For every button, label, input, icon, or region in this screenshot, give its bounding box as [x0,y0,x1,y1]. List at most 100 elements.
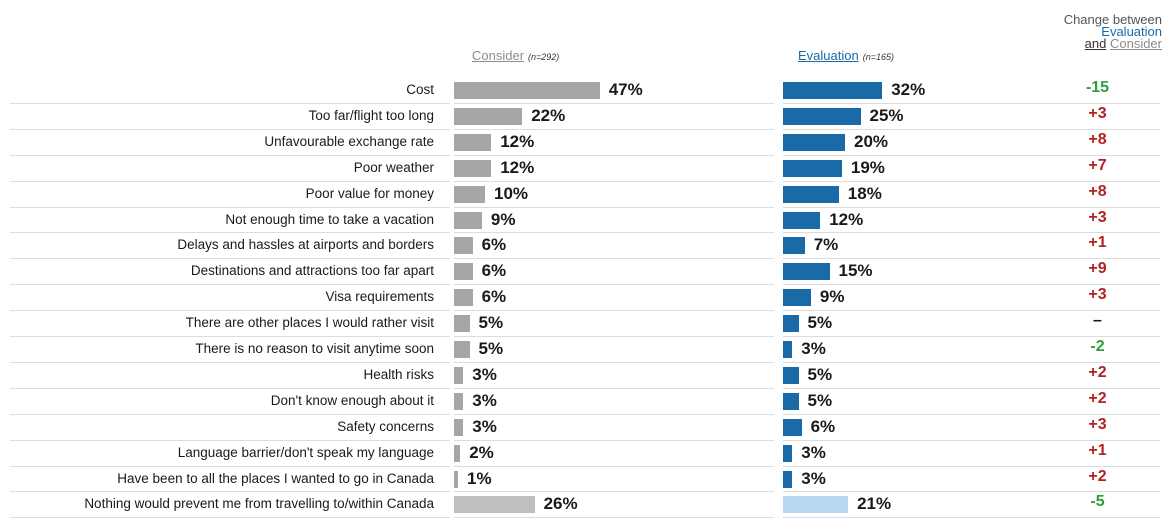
consider-bar [454,418,464,436]
evaluation-bar [783,133,845,151]
evaluation-value: 18% [847,183,882,203]
evaluation-bar [783,237,805,255]
consider-bar [454,444,461,462]
consider-bar [454,107,523,125]
row-divider [10,284,450,286]
row-divider [783,206,1053,208]
category-label: Don't know enough about it [270,392,434,408]
row-divider [454,310,774,312]
row-divider [454,258,774,260]
row-divider [783,258,1053,260]
evaluation-bar [783,341,793,358]
row-divider [783,232,1053,234]
change-value: +2 [1088,363,1107,381]
evaluation-value: 32% [891,80,926,99]
row-divider [1005,154,1160,156]
row-divider [10,336,450,337]
consider-header-label: Consider [472,48,525,63]
row-divider [10,232,450,234]
change-value: -15 [1085,79,1110,96]
consider-bar [454,289,473,307]
change-value: +7 [1088,156,1107,174]
row-divider [10,154,450,156]
change-value: +9 [1088,260,1107,278]
consider-bar [454,159,492,177]
row-divider [783,284,1053,286]
evaluation-bar [783,263,830,281]
row-divider [454,413,774,415]
consider-bar [454,133,492,151]
row-divider [10,180,450,182]
table-row: Have been to all the places I wanted to … [0,467,1167,493]
category-label: Poor weather [353,159,434,175]
row-divider [1005,336,1160,337]
table-row: Safety concerns 3% 6% +3 [0,415,1167,441]
consider-bar [454,470,458,488]
consider-value: 6% [481,235,507,255]
category-label: Health risks [363,366,434,382]
row-divider [783,102,1053,104]
change-value: +3 [1088,286,1107,304]
evaluation-bar [783,444,793,462]
table-row: Poor weather 12% 19% +7 [0,156,1167,182]
evaluation-bar [783,418,802,436]
row-divider [783,361,1053,363]
evaluation-value: 15% [838,261,873,281]
evaluation-header-n: (n=165) [862,52,894,62]
row-divider [783,128,1053,130]
row-divider [454,336,774,337]
row-divider [1005,102,1160,104]
row-divider [783,465,1053,467]
row-divider [783,491,1053,493]
chart: Consider (n=292) Evaluation (n=165) Change… [0,13,1167,518]
row-divider [454,465,774,467]
consider-bar [454,211,482,229]
consider-bar [454,496,535,514]
row-divider [10,310,450,312]
change-header-consider: Consider [1109,36,1162,51]
consider-value: 5% [478,313,504,333]
evaluation-value: 20% [854,131,889,151]
change-value: – [1093,312,1102,330]
table-row: Health risks 3% 5% +2 [0,363,1167,389]
row-divider [1005,258,1160,260]
consider-bar [454,82,600,99]
change-value: +2 [1088,467,1107,485]
change-value: +1 [1088,234,1107,252]
consider-value: 2% [469,442,494,462]
evaluation-bar [783,470,793,488]
category-label: Language barrier/don't speak my language [177,444,434,460]
category-label: Have been to all the places I wanted to … [117,470,434,486]
evaluation-value: 3% [801,442,826,462]
row-divider [10,206,450,208]
row-divider [783,310,1053,312]
evaluation-value: 6% [810,416,836,436]
table-row: There are other places I would rather vi… [0,311,1167,337]
consider-value: 3% [472,416,497,436]
row-divider [454,102,774,104]
evaluation-value: 25% [869,105,904,125]
row-divider [783,336,1053,337]
evaluation-header: Evaluation (n=165) [798,48,894,63]
consider-value: 6% [481,261,507,281]
table-row: Nothing would prevent me from travelling… [0,492,1167,518]
evaluation-bar [783,185,839,203]
table-row: Too far/flight too long 22% 25% +3 [0,104,1167,130]
consider-value: 5% [478,339,504,358]
evaluation-bar [783,315,799,333]
row-divider [783,413,1053,415]
row-divider [1005,387,1160,389]
table-row: Don't know enough about it 3% 5% +2 [0,389,1167,415]
change-value: +1 [1088,441,1107,459]
category-label: Cost [406,82,434,97]
change-value: +3 [1088,415,1107,433]
row-divider [10,102,450,104]
evaluation-value: 5% [807,364,833,384]
table-row: Not enough time to take a vacation 9% 12% +… [0,208,1167,234]
row-divider [454,206,774,208]
consider-bar [454,392,464,410]
evaluation-bar [783,159,842,177]
category-label: Visa requirements [325,289,434,305]
row-divider [454,361,774,363]
category-label: There is no reason to visit anytime soon [195,341,434,356]
